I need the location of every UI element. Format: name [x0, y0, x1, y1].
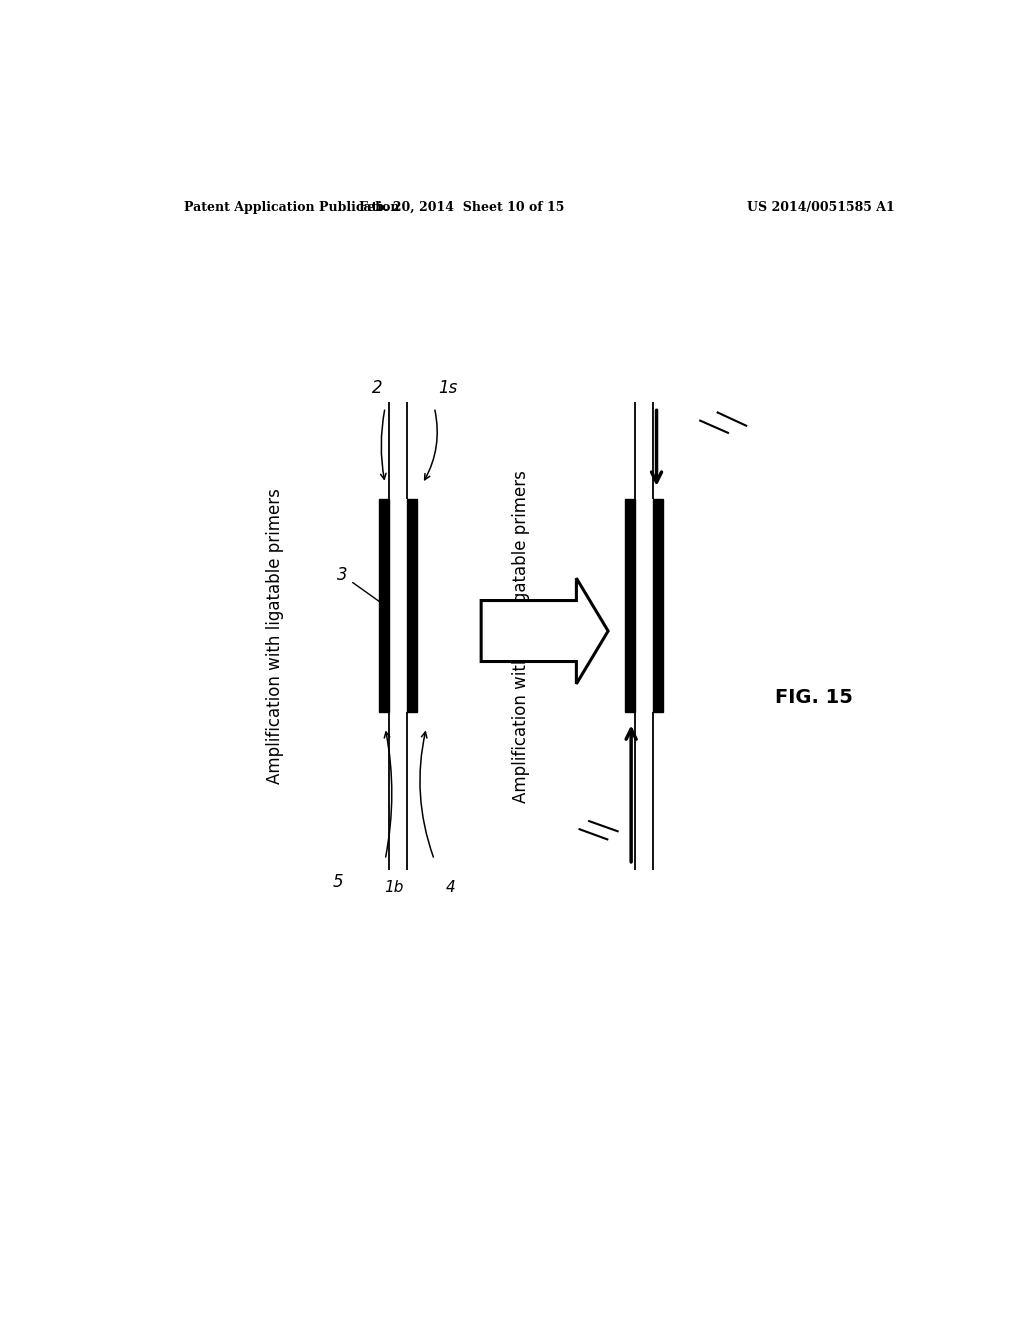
Text: Patent Application Publication: Patent Application Publication: [183, 201, 399, 214]
Text: Feb. 20, 2014  Sheet 10 of 15: Feb. 20, 2014 Sheet 10 of 15: [358, 201, 564, 214]
Text: Amplification with non-ligatable primers: Amplification with non-ligatable primers: [512, 470, 529, 803]
Text: 2: 2: [372, 379, 383, 397]
Bar: [379, 499, 389, 713]
Polygon shape: [481, 578, 608, 684]
Text: 3: 3: [337, 566, 383, 605]
Text: Amplification with ligatable primers: Amplification with ligatable primers: [266, 488, 284, 784]
Bar: [625, 499, 635, 713]
Text: FIG. 15: FIG. 15: [775, 688, 853, 706]
Text: 1b: 1b: [384, 880, 403, 895]
Bar: [407, 499, 417, 713]
Text: US 2014/0051585 A1: US 2014/0051585 A1: [748, 201, 895, 214]
Text: 4: 4: [445, 880, 455, 895]
Bar: [652, 499, 663, 713]
Text: 1s: 1s: [438, 379, 458, 397]
Text: 5: 5: [332, 873, 343, 891]
